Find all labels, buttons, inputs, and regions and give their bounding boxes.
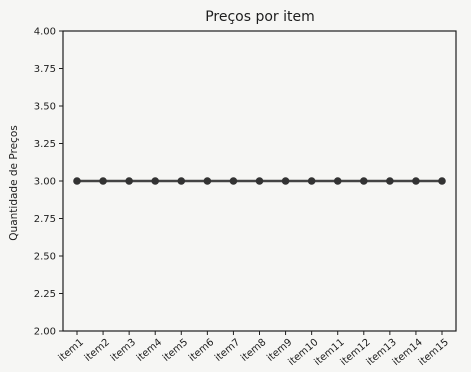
data-point: [359, 177, 368, 185]
series-group: [73, 177, 446, 185]
y-tick-label: 2.75: [34, 214, 56, 225]
x-tick-label: item2: [83, 337, 112, 364]
data-point: [307, 177, 316, 185]
data-point: [151, 177, 160, 185]
data-point: [333, 177, 342, 185]
x-tick-label: item3: [109, 337, 138, 364]
x-tick-label: item6: [187, 337, 216, 364]
x-tick-label: item15: [417, 337, 451, 368]
data-point: [229, 177, 238, 185]
y-tick-label: 4.00: [34, 27, 56, 38]
x-tick-label: item7: [213, 337, 242, 364]
data-point: [438, 177, 446, 185]
data-point: [281, 177, 290, 185]
x-axis: item1item2item3item4item5item6item7item8…: [57, 331, 451, 368]
y-tick-label: 2.50: [34, 252, 56, 263]
x-tick-label: item8: [239, 337, 268, 364]
x-tick-label: item1: [57, 337, 86, 364]
y-tick-label: 3.50: [34, 102, 56, 113]
data-point: [125, 177, 133, 185]
data-point: [255, 177, 264, 185]
y-tick-label: 3.25: [34, 139, 56, 150]
data-point: [177, 177, 186, 185]
x-tick-label: item5: [161, 337, 190, 364]
data-point: [386, 177, 394, 185]
x-tick-label: item4: [135, 337, 164, 364]
y-tick-label: 2.25: [34, 289, 56, 300]
y-tick-label: 3.75: [34, 64, 56, 75]
data-point: [412, 177, 420, 185]
data-point: [203, 177, 212, 185]
data-point: [73, 177, 81, 185]
plot-frame: [62, 30, 457, 332]
y-axis: 2.00 2.25 2.50 2.75 3.00 3.25 3.50 3.75 4.00: [34, 27, 63, 338]
y-tick-label: 2.00: [34, 327, 56, 338]
y-axis-label: Quantidade de Preços: [8, 125, 20, 240]
data-point: [99, 177, 107, 185]
y-tick-label: 3.00: [34, 177, 56, 188]
chart-title: Preços por item: [205, 9, 315, 25]
